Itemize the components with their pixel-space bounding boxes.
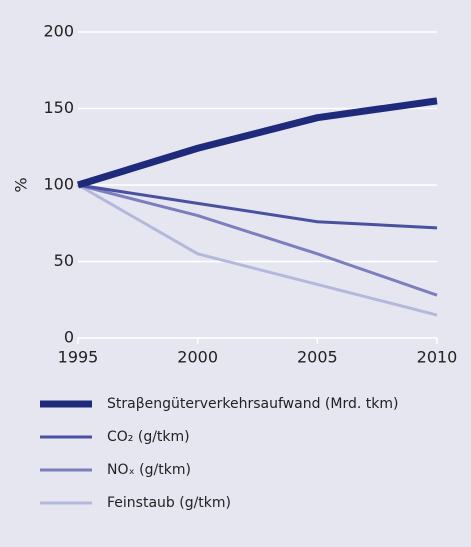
y-axis-label: % <box>12 177 31 192</box>
x-tick-label: 1995 <box>58 348 99 367</box>
y-tick-label: 150 <box>43 98 74 117</box>
legend-label: CO₂ (g/tkm) <box>107 429 190 445</box>
x-tick-label: 2000 <box>177 348 218 367</box>
y-tick-label: 50 <box>54 251 74 270</box>
series-line <box>77 183 438 297</box>
legend-label: Feinstaub (g/tkm) <box>107 495 231 511</box>
series-line <box>76 97 438 189</box>
x-tick-label: 2010 <box>417 348 458 367</box>
series-line <box>77 183 438 317</box>
y-tick-label: 200 <box>43 22 74 41</box>
y-tick-label: 100 <box>43 175 74 194</box>
legend-label: NOₓ (g/tkm) <box>107 462 191 478</box>
x-tick-label: 2005 <box>297 348 338 367</box>
legend: Straβengüterverkehrsaufwand (Mrd. tkm) CO… <box>40 396 398 511</box>
legend-label: Straβengüterverkehrsaufwand (Mrd. tkm) <box>107 396 398 412</box>
series-line <box>77 183 438 230</box>
y-tick-label: 0 <box>64 328 74 347</box>
